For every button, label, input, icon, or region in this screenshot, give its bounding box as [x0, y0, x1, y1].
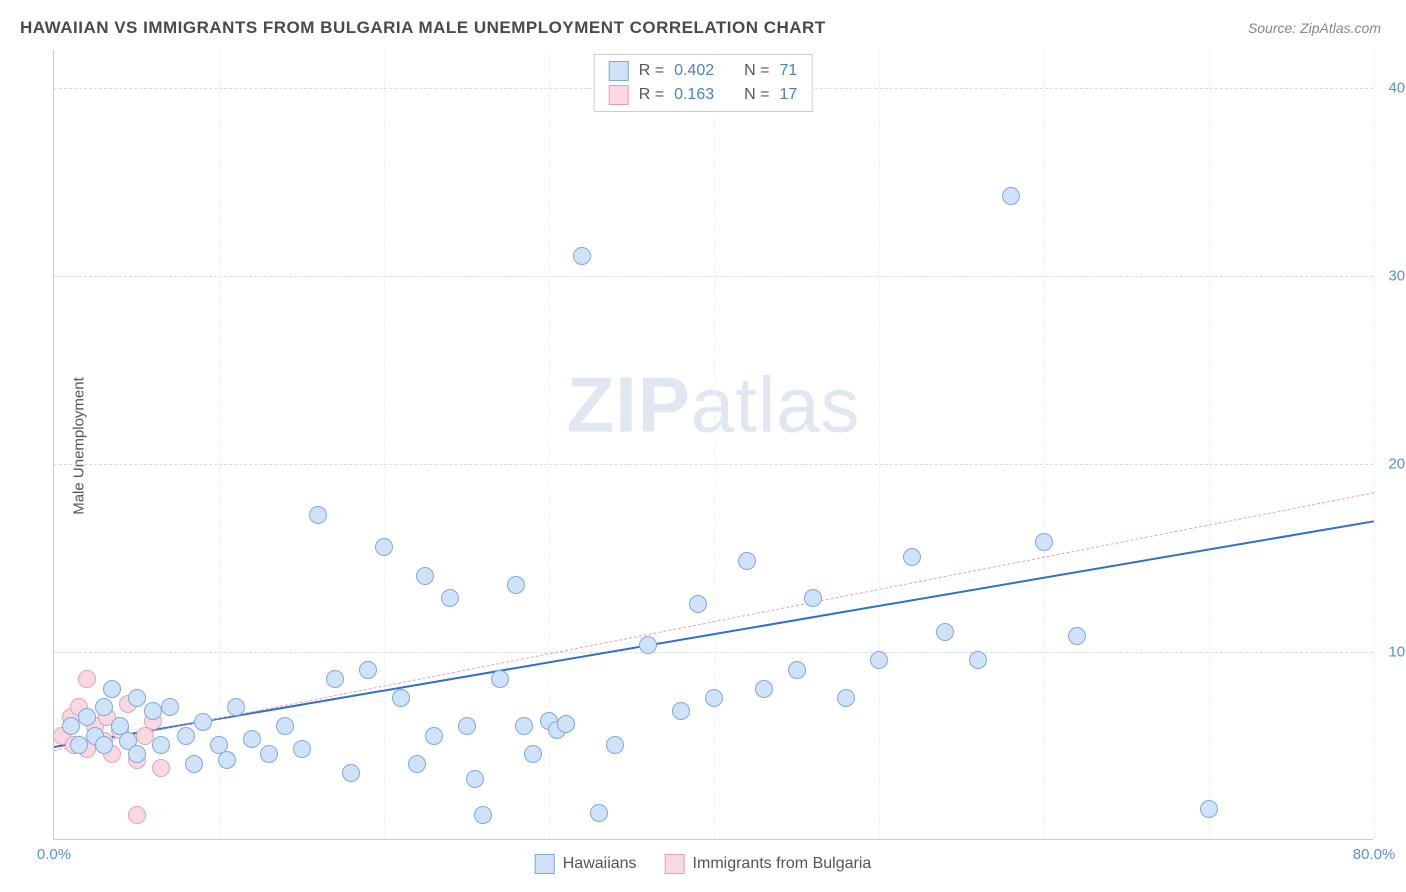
data-point: [590, 804, 608, 822]
gridline-vertical: [714, 50, 715, 839]
data-point: [227, 698, 245, 716]
series-legend: Hawaiians Immigrants from Bulgaria: [535, 854, 872, 874]
data-point: [1068, 627, 1086, 645]
y-tick-label: 40.0%: [1388, 79, 1406, 96]
y-tick-label: 30.0%: [1388, 267, 1406, 284]
gridline-vertical: [384, 50, 385, 839]
data-point: [524, 745, 542, 763]
legend-item: Immigrants from Bulgaria: [665, 854, 872, 874]
legend-stat-row: R = 0.163 N = 17: [609, 83, 798, 107]
data-point: [416, 567, 434, 585]
chart-title: HAWAIIAN VS IMMIGRANTS FROM BULGARIA MAL…: [20, 18, 826, 38]
data-point: [326, 670, 344, 688]
data-point: [128, 806, 146, 824]
data-point: [441, 589, 459, 607]
data-point: [144, 702, 162, 720]
data-point: [218, 751, 236, 769]
data-point: [491, 670, 509, 688]
data-point: [788, 661, 806, 679]
data-point: [936, 623, 954, 641]
r-value: 0.402: [674, 62, 714, 80]
gridline-vertical: [219, 50, 220, 839]
data-point: [705, 689, 723, 707]
data-point: [606, 736, 624, 754]
x-tick-label: 0.0%: [37, 846, 71, 863]
data-point: [870, 651, 888, 669]
gridline-vertical: [1209, 50, 1210, 839]
data-point: [128, 745, 146, 763]
data-point: [177, 727, 195, 745]
legend-stat-row: R = 0.402 N = 71: [609, 59, 798, 83]
data-point: [309, 506, 327, 524]
data-point: [185, 755, 203, 773]
data-point: [639, 636, 657, 654]
data-point: [1200, 800, 1218, 818]
scatter-plot-area: ZIPatlas 10.0%20.0%30.0%40.0%0.0%80.0%: [53, 50, 1373, 840]
gridline-vertical: [1374, 50, 1375, 839]
legend-swatch: [665, 854, 685, 874]
data-point: [458, 717, 476, 735]
legend-item: Hawaiians: [535, 854, 637, 874]
data-point: [738, 552, 756, 570]
data-point: [425, 727, 443, 745]
data-point: [969, 651, 987, 669]
legend-swatch: [609, 61, 629, 81]
data-point: [359, 661, 377, 679]
data-point: [128, 689, 146, 707]
y-tick-label: 10.0%: [1388, 643, 1406, 660]
data-point: [78, 670, 96, 688]
n-label: N =: [744, 62, 769, 80]
data-point: [1035, 533, 1053, 551]
data-point: [260, 745, 278, 763]
data-point: [689, 595, 707, 613]
data-point: [62, 717, 80, 735]
legend-label: Hawaiians: [563, 855, 637, 873]
correlation-legend: R = 0.402 N = 71 R = 0.163 N = 17: [594, 54, 813, 112]
data-point: [466, 770, 484, 788]
legend-swatch: [609, 85, 629, 105]
gridline-vertical: [1044, 50, 1045, 839]
legend-label: Immigrants from Bulgaria: [693, 855, 872, 873]
data-point: [95, 736, 113, 754]
data-point: [342, 764, 360, 782]
source-attribution: Source: ZipAtlas.com: [1248, 20, 1381, 36]
data-point: [755, 680, 773, 698]
data-point: [152, 736, 170, 754]
data-point: [573, 247, 591, 265]
data-point: [103, 680, 121, 698]
r-label: R =: [639, 62, 664, 80]
data-point: [243, 730, 261, 748]
data-point: [95, 698, 113, 716]
data-point: [392, 689, 410, 707]
data-point: [161, 698, 179, 716]
r-value: 0.163: [674, 86, 714, 104]
data-point: [1002, 187, 1020, 205]
gridline-vertical: [879, 50, 880, 839]
r-label: R =: [639, 86, 664, 104]
data-point: [515, 717, 533, 735]
data-point: [194, 713, 212, 731]
data-point: [672, 702, 690, 720]
n-label: N =: [744, 86, 769, 104]
data-point: [408, 755, 426, 773]
n-value: 71: [779, 62, 797, 80]
data-point: [837, 689, 855, 707]
y-tick-label: 20.0%: [1388, 455, 1406, 472]
data-point: [375, 538, 393, 556]
legend-swatch: [535, 854, 555, 874]
data-point: [557, 715, 575, 733]
n-value: 17: [779, 86, 797, 104]
data-point: [293, 740, 311, 758]
data-point: [474, 806, 492, 824]
data-point: [903, 548, 921, 566]
data-point: [78, 708, 96, 726]
data-point: [276, 717, 294, 735]
x-tick-label: 80.0%: [1353, 846, 1396, 863]
data-point: [507, 576, 525, 594]
data-point: [152, 759, 170, 777]
data-point: [70, 736, 88, 754]
data-point: [804, 589, 822, 607]
